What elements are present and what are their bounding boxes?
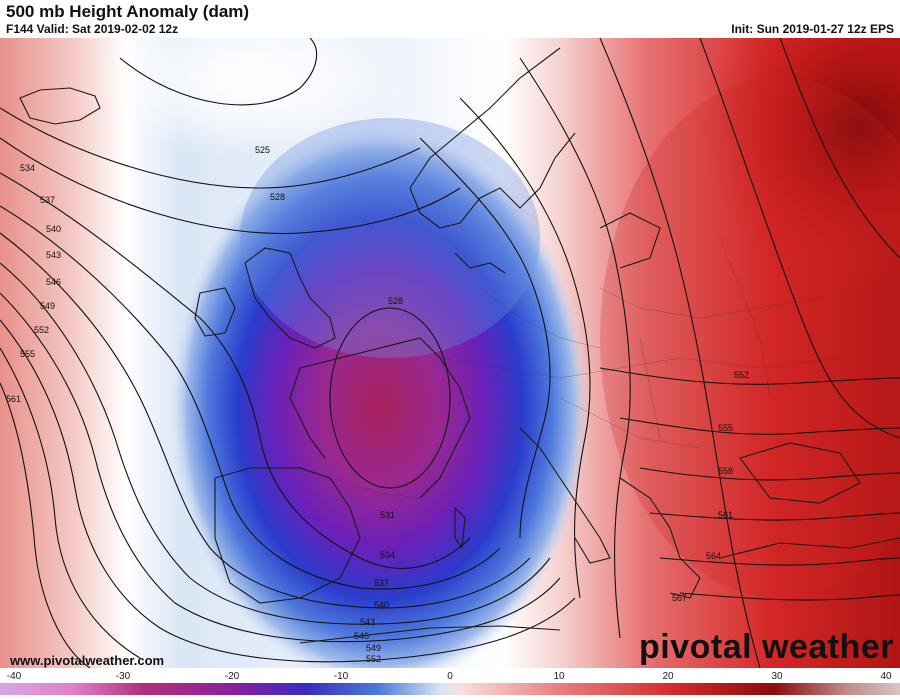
- colorbar-tick: -10: [334, 671, 349, 682]
- colorbar-tick: -20: [225, 671, 240, 682]
- contour-label-525: 525: [255, 145, 270, 155]
- positive-anomaly: [700, 38, 900, 288]
- colorbar-tick: 20: [662, 671, 674, 682]
- contour-label-537: 537: [40, 195, 55, 205]
- brand-logo: pivotal weather: [638, 628, 894, 666]
- colorbar-svg: -40 -30 -20 -10 0 10 20 30 40: [0, 671, 900, 695]
- contour-label-555: 555: [20, 349, 35, 359]
- positive-anomaly-south: [600, 78, 900, 598]
- contour-label-552-east: 552: [734, 370, 749, 380]
- website-url: www.pivotalweather.com: [10, 653, 165, 668]
- colorbar-tick: -40: [7, 671, 22, 682]
- colorbar-tick: 40: [880, 671, 892, 682]
- contour-label-555-east: 555: [718, 423, 733, 433]
- contour-label-567: 567: [672, 593, 687, 603]
- colorbar-tick: 10: [553, 671, 565, 682]
- contour-label-534: 534: [20, 163, 35, 173]
- contour-label-552: 552: [34, 325, 49, 335]
- contour-label-549: 549: [40, 301, 55, 311]
- colorbar-tick: -30: [116, 671, 131, 682]
- contour-label-534-south: 534: [380, 550, 395, 560]
- contour-label-537-south: 537: [374, 578, 389, 588]
- contour-label-528: 528: [270, 192, 285, 202]
- map-title: 500 mb Height Anomaly (dam): [6, 2, 250, 21]
- header: 500 mb Height Anomaly (dam) F144 Valid: …: [0, 0, 900, 38]
- contour-label-543-south: 543: [360, 617, 375, 627]
- coastlines: [19, 47, 900, 644]
- height-contours: [0, 38, 900, 668]
- contour-label-564: 564: [706, 551, 721, 561]
- init-time: Init: Sun 2019-01-27 12z EPS: [731, 22, 894, 36]
- contour-label-549-south: 549: [366, 643, 381, 653]
- ridge-area: [100, 38, 400, 158]
- country-borders: [329, 237, 841, 499]
- colorbar-tick: 30: [771, 671, 783, 682]
- contour-label-546-south: 546: [354, 631, 369, 641]
- contour-label-561-east: 561: [718, 510, 733, 520]
- contour-label-561: 561: [6, 394, 21, 404]
- contour-label-543: 543: [46, 250, 61, 260]
- negative-anomaly: [170, 128, 590, 668]
- anomaly-map: 525 528 528 531 534 534 537 537 540 540 …: [0, 38, 900, 668]
- contour-label-546: 546: [46, 277, 61, 287]
- colorbar: -40 -30 -20 -10 0 10 20 30 40: [0, 668, 900, 695]
- contour-label-552-south: 552: [366, 654, 381, 664]
- valid-time: F144 Valid: Sat 2019-02-02 12z: [6, 22, 179, 36]
- contour-label-531: 531: [380, 510, 395, 520]
- colorbar-gradient: [0, 683, 900, 695]
- trough-extension: [240, 118, 540, 358]
- contour-labels: 525 528 528 531 534 534 537 537 540 540 …: [6, 145, 749, 664]
- colorbar-tick: 0: [447, 671, 453, 682]
- contour-label-540-south: 540: [374, 600, 389, 610]
- contour-label-540: 540: [46, 224, 61, 234]
- contour-label-528-low: 528: [388, 296, 403, 306]
- contour-label-558: 558: [718, 466, 733, 476]
- map-svg: 525 528 528 531 534 534 537 537 540 540 …: [0, 38, 900, 668]
